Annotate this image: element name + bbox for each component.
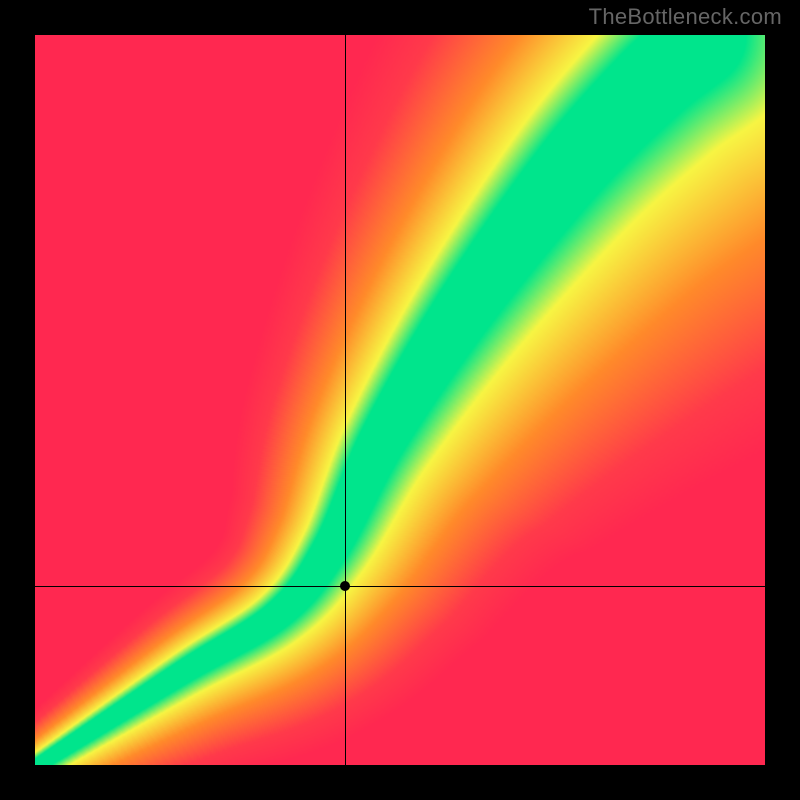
crosshair-dot [340, 581, 350, 591]
crosshair-horizontal [35, 586, 765, 587]
crosshair-vertical [345, 35, 346, 765]
watermark-text: TheBottleneck.com [589, 4, 782, 30]
heatmap-canvas [35, 35, 765, 765]
heatmap-plot [35, 35, 765, 765]
